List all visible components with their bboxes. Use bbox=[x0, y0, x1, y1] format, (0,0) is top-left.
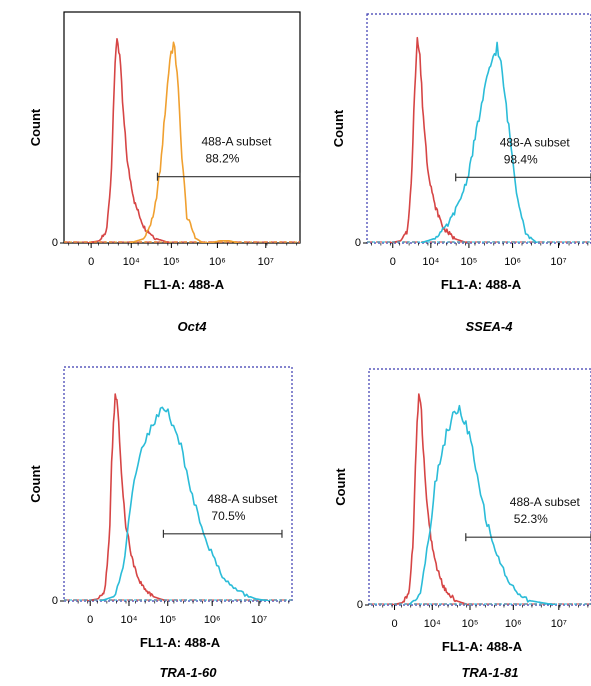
x-tick-label: 10⁶ bbox=[209, 256, 226, 268]
x-tick-label: 10⁶ bbox=[505, 618, 522, 630]
gate-label: 488-A subset bbox=[207, 492, 278, 506]
y-axis-label: Count bbox=[333, 468, 348, 506]
gate: 488-A subset 70.5% bbox=[162, 492, 283, 538]
x-axis-label: FL1-A: 488-A bbox=[442, 639, 523, 654]
gate-label: 488-A subset bbox=[500, 135, 571, 149]
panel-2: 488-A subset 98.4% Count 0 0 10⁴ 10⁵ 10⁶ 10⁷ FL1-… bbox=[331, 13, 591, 334]
x-axis-label: FL1-A: 488-A bbox=[144, 277, 225, 292]
x-tick-label: 10⁴ bbox=[123, 256, 140, 268]
gate-percent: 52.3% bbox=[514, 512, 548, 526]
x-tick-label: 0 bbox=[391, 618, 397, 630]
gate-label: 488-A subset bbox=[510, 495, 581, 509]
histogram-control bbox=[86, 393, 167, 601]
plot-area bbox=[369, 393, 591, 605]
x-tick-label: 10⁵ bbox=[462, 618, 479, 630]
x-tick-label: 0 bbox=[88, 256, 94, 268]
plot-frame bbox=[366, 13, 591, 244]
y-tick-label: 0 bbox=[355, 237, 361, 249]
x-tick-label: 10⁵ bbox=[159, 614, 176, 626]
panel-1: 488-A subset 88.2% Count 0 0 10⁴ 10⁵ 10⁶ 10⁷ FL1-… bbox=[28, 11, 301, 334]
histogram-control bbox=[87, 37, 171, 243]
gate: 488-A subset 88.2% bbox=[156, 135, 301, 181]
x-tick-label: 10⁷ bbox=[258, 256, 274, 268]
gate-percent: 98.4% bbox=[504, 152, 538, 166]
x-tick-label: 10⁴ bbox=[422, 256, 439, 268]
x-tick-label: 10⁷ bbox=[551, 618, 567, 630]
x-tick-label: 10⁵ bbox=[163, 256, 180, 268]
plot-area bbox=[64, 393, 292, 601]
gate-label: 488-A subset bbox=[201, 135, 272, 149]
y-tick-label: 0 bbox=[357, 599, 363, 611]
histogram-sample bbox=[129, 41, 239, 243]
gate: 488-A subset 98.4% bbox=[455, 135, 591, 182]
panel-title: TRA-1-81 bbox=[461, 665, 518, 680]
x-tick-label: 10⁴ bbox=[424, 618, 441, 630]
y-tick-label: 0 bbox=[52, 237, 58, 249]
histogram-sample bbox=[408, 404, 556, 605]
panel-title: SSEA-4 bbox=[466, 319, 514, 334]
panel-4: 488-A subset 52.3% Count 0 0 10⁴ 10⁵ 10⁶ 10⁷ FL1-… bbox=[333, 368, 591, 680]
gate: 488-A subset 52.3% bbox=[465, 495, 591, 542]
x-tick-label: 10⁷ bbox=[251, 614, 267, 626]
x-tick-label: 10⁴ bbox=[120, 614, 137, 626]
x-tick-label: 10⁵ bbox=[461, 256, 478, 268]
y-axis-label: Count bbox=[28, 465, 43, 503]
y-axis-label: Count bbox=[28, 108, 43, 146]
plot-frame bbox=[63, 11, 301, 244]
plot-area bbox=[64, 37, 300, 243]
histogram-control bbox=[391, 393, 470, 605]
y-axis-label: Count bbox=[331, 109, 346, 147]
x-tick-label: 10⁷ bbox=[550, 256, 566, 268]
gate-percent: 88.2% bbox=[205, 152, 239, 166]
x-tick-label: 10⁶ bbox=[204, 614, 221, 626]
plot-frame bbox=[63, 366, 293, 602]
histogram-sample bbox=[100, 406, 270, 601]
x-tick-label: 0 bbox=[87, 614, 93, 626]
panel-title: TRA-1-60 bbox=[159, 665, 217, 680]
plot-area bbox=[367, 36, 591, 243]
x-axis-label: FL1-A: 488-A bbox=[441, 277, 522, 292]
panel-3: 488-A subset 70.5% Count 0 0 10⁴ 10⁵ 10⁶ 10⁷ FL1-… bbox=[28, 366, 293, 680]
x-tick-label: 10⁶ bbox=[504, 256, 521, 268]
gate-percent: 70.5% bbox=[211, 509, 245, 523]
panel-title: Oct4 bbox=[178, 319, 208, 334]
x-axis-label: FL1-A: 488-A bbox=[140, 635, 221, 650]
x-tick-label: 0 bbox=[390, 256, 396, 268]
y-tick-label: 0 bbox=[52, 595, 58, 607]
histogram-control bbox=[389, 36, 469, 243]
histogram-sample bbox=[420, 41, 538, 243]
